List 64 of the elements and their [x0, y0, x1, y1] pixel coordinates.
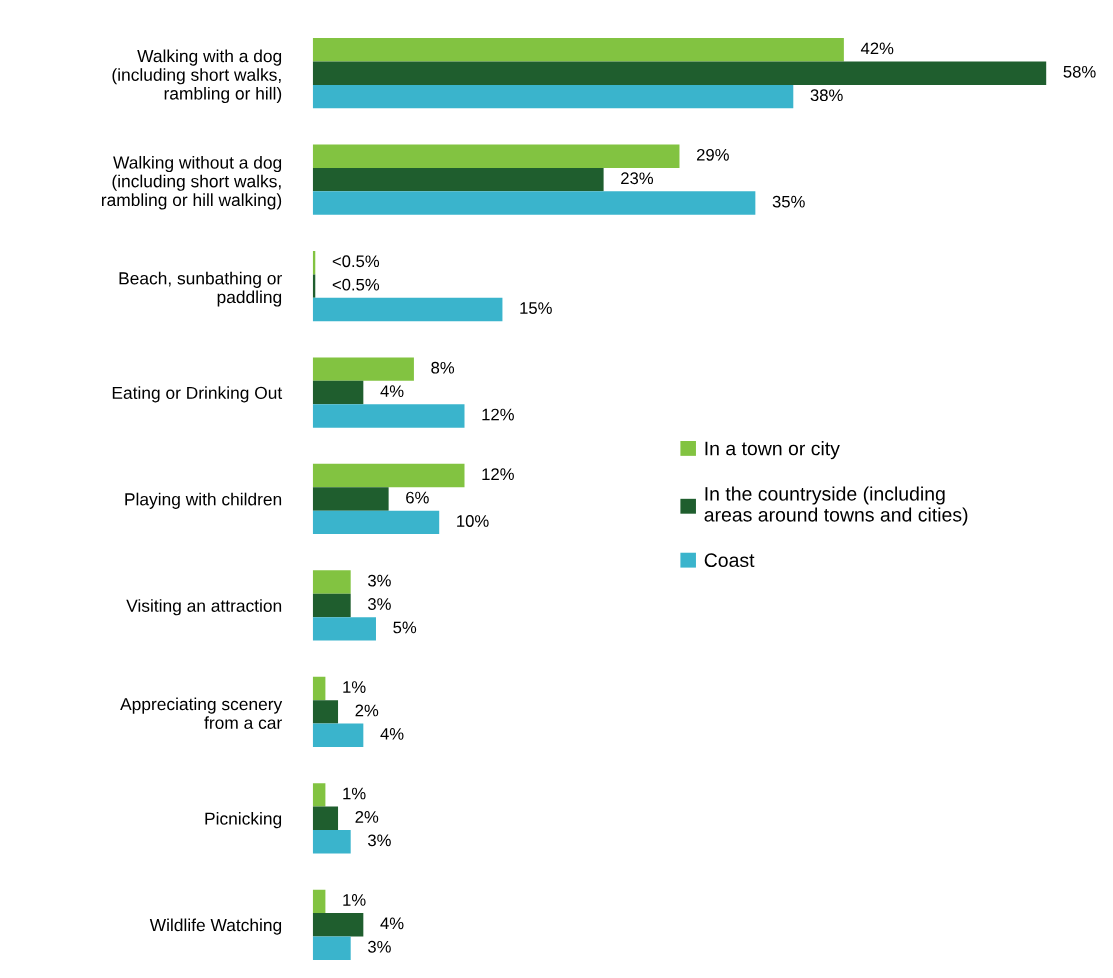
- bar: [312, 676, 326, 701]
- data-label: 1%: [343, 787, 366, 800]
- data-label: <0.5%: [332, 255, 380, 268]
- bar: [312, 806, 339, 831]
- bar: [312, 617, 376, 641]
- data-label: 42%: [860, 42, 894, 55]
- y-tick-label: Beach, sunbathing or paddling: [119, 271, 282, 307]
- data-label: 4%: [380, 728, 404, 740]
- bar: [312, 830, 351, 854]
- bar: [312, 510, 440, 535]
- bar: [312, 487, 389, 511]
- y-tick-label: Appreciating scenery from a car: [120, 697, 283, 729]
- bar: [312, 700, 339, 724]
- data-label: 3%: [367, 940, 391, 953]
- bar: [312, 144, 680, 168]
- data-label: 6%: [406, 491, 429, 504]
- bar: [312, 463, 465, 488]
- data-label: 2%: [355, 704, 379, 717]
- data-label: 5%: [393, 621, 417, 634]
- data-label: 4%: [380, 917, 404, 930]
- bar: [312, 570, 351, 594]
- bar: [312, 357, 414, 381]
- data-label: 38%: [810, 89, 843, 102]
- data-label: 23%: [621, 172, 654, 185]
- bar: [312, 61, 1047, 85]
- bar: [312, 191, 756, 215]
- legend-label: Coast: [704, 553, 755, 568]
- bar: [312, 936, 351, 960]
- y-tick-label: Eating or Drinking Out: [112, 386, 283, 403]
- data-label: 12%: [482, 408, 514, 421]
- data-label: 1%: [343, 894, 366, 906]
- bar: [312, 783, 326, 807]
- bar: [312, 84, 794, 109]
- data-label: 8%: [431, 361, 455, 374]
- data-label: 10%: [457, 515, 489, 527]
- data-label: 12%: [482, 468, 514, 480]
- bar: [312, 723, 364, 748]
- bar: [312, 913, 364, 937]
- data-label: 3%: [367, 574, 391, 587]
- y-tick-label: Playing with children: [125, 492, 282, 509]
- data-label: 3%: [367, 598, 391, 610]
- y-tick-label: Wildlife Watching: [149, 918, 282, 935]
- bar: [312, 593, 351, 618]
- data-label: 58%: [1063, 65, 1096, 78]
- bar: [312, 167, 604, 192]
- bar: [312, 38, 844, 62]
- bar: [312, 889, 326, 914]
- data-label: 3%: [367, 834, 391, 847]
- data-label: 4%: [380, 385, 404, 397]
- bar: [312, 404, 465, 428]
- bar: [312, 297, 503, 322]
- y-tick-label: Visiting an attraction: [126, 599, 282, 616]
- data-label: <0.5%: [332, 278, 380, 291]
- y-tick-label: Walking with a dog (including short walks, rambling or hill): [112, 49, 282, 104]
- data-label: 35%: [772, 195, 805, 208]
- data-label: 1%: [343, 681, 366, 693]
- y-tick-label: Walking without a dog (including short walks, rambling or hill walking): [101, 155, 282, 210]
- data-label: 15%: [520, 302, 552, 314]
- y-tick-label: Picnicking: [205, 812, 282, 829]
- legend-label: In the countryside (including areas around towns and cities): [704, 486, 968, 526]
- bar: [312, 380, 364, 405]
- data-label: 29%: [696, 148, 729, 161]
- data-label: 2%: [355, 811, 379, 823]
- legend-label: In a town or city: [705, 441, 840, 460]
